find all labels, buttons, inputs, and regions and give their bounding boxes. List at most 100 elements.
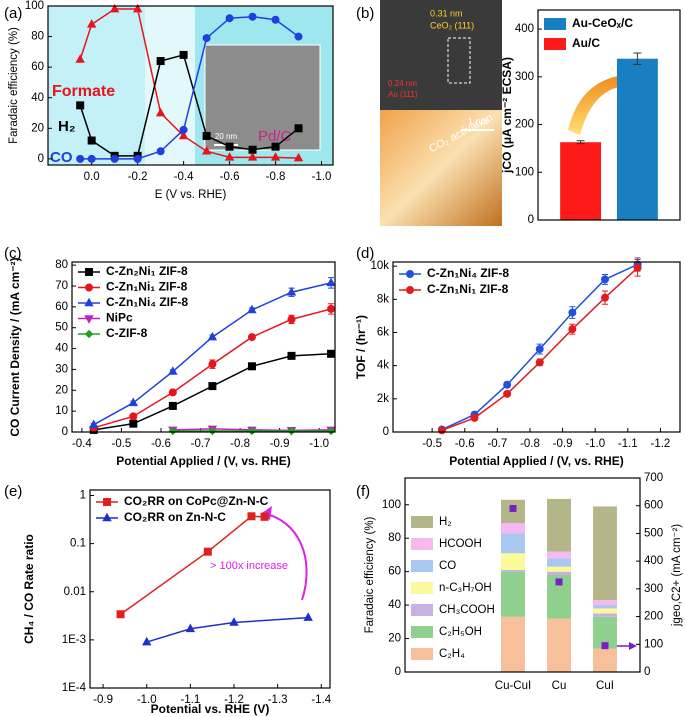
y-tick-label: 8k <box>377 293 389 305</box>
marker <box>600 293 609 302</box>
legend-label: CO₂RR on CoPc@Zn-N-C <box>124 494 269 508</box>
y-tick-label: 50 <box>55 322 68 334</box>
bar-segment <box>593 616 617 649</box>
x-tick-label: -0.8 <box>520 438 540 450</box>
panel-label: (c) <box>4 245 22 262</box>
marker <box>89 419 99 428</box>
x-tick-label: -1.1 <box>180 694 200 706</box>
x-axis-label: Potential vs. RHE (V) <box>151 702 270 716</box>
error-bar <box>633 52 642 65</box>
marker <box>103 498 111 506</box>
marker <box>133 154 142 163</box>
marker <box>406 286 414 294</box>
marker <box>156 147 165 156</box>
bar-segment <box>593 613 617 617</box>
panel-label: (f) <box>356 483 370 500</box>
legend-label: C-ZIF-8 <box>106 326 148 340</box>
x-tick-label: -0.2 <box>128 171 148 183</box>
marker <box>207 331 218 341</box>
tem-label: 0.24 nm <box>388 79 417 88</box>
bar-segment <box>501 569 525 572</box>
marker <box>535 358 544 367</box>
scale-label: 20 nm <box>215 132 238 141</box>
marker <box>128 397 138 407</box>
x-tick-label: 0.0 <box>84 171 100 183</box>
marker <box>470 413 479 422</box>
annotation-arrow <box>261 512 308 601</box>
y2-axis-label: jgeo,C2+ (mA cm⁻²) <box>671 524 683 627</box>
marker <box>185 623 196 633</box>
y-tick-label: 100 <box>515 166 534 178</box>
legend-swatch <box>411 538 433 550</box>
marker <box>208 382 217 391</box>
marker <box>287 315 296 324</box>
marker <box>247 333 256 342</box>
x-tick-label: -1.1 <box>618 438 638 450</box>
marker <box>294 124 303 133</box>
marker <box>271 142 280 151</box>
marker <box>156 57 165 66</box>
x-tick-label: -1.0 <box>309 438 329 450</box>
marker <box>129 419 138 428</box>
y-tick-label: 40 <box>31 92 44 104</box>
y-tick-label: 100 <box>25 0 44 12</box>
legend-label: CO₂RR on Zn-N-C <box>124 510 226 524</box>
marker <box>293 152 304 162</box>
marker <box>87 136 96 145</box>
y-tick-label: 60 <box>388 566 401 578</box>
legend-label: Au/C <box>572 36 600 50</box>
y-tick-label: 0 <box>395 666 401 678</box>
legend-swatch <box>411 560 433 572</box>
tem-image <box>380 0 502 110</box>
marker <box>247 304 257 314</box>
y-tick-label: 10k <box>370 260 389 272</box>
marker <box>633 263 642 272</box>
y2-tick-label: 0 <box>644 666 650 678</box>
marker <box>535 345 544 354</box>
bar-segment <box>593 600 617 606</box>
x-tick-label: -0.8 <box>230 438 250 450</box>
error-bar <box>576 140 585 145</box>
x-tick-label: Cu-CuI <box>495 680 531 692</box>
marker <box>555 578 563 586</box>
x-tick-label: -0.8 <box>266 171 286 183</box>
legend-swatch <box>411 648 433 660</box>
y-axis-label: Faradaic efficiency (%) <box>8 27 20 144</box>
x-axis-label: Potential Applied / (V, vs. RHE) <box>116 454 290 468</box>
series-label: H₂ <box>58 118 76 135</box>
bar-segment <box>547 498 571 552</box>
marker <box>84 297 94 307</box>
x-tick-label: -1.0 <box>312 171 332 183</box>
marker <box>208 426 217 436</box>
y-tick-label: 80 <box>388 532 401 544</box>
marker <box>168 388 177 397</box>
legend-swatch <box>411 626 433 638</box>
marker <box>110 154 119 163</box>
inset-label: Pd/C <box>258 128 292 145</box>
y-tick-label: 1E-3 <box>62 634 86 646</box>
bar-segment <box>501 533 525 554</box>
y-axis-label: TOF / (hr⁻¹) <box>354 315 368 379</box>
bar-segment <box>501 571 525 617</box>
y-tick-label: 200 <box>515 119 534 131</box>
marker <box>203 547 212 556</box>
bar-segment <box>593 506 617 601</box>
legend-label: C-Zn₁Ni₁ ZIF-8 <box>106 280 188 294</box>
marker <box>202 131 211 140</box>
y2-tick-label: 400 <box>644 555 663 567</box>
x-tick-label: -1.0 <box>585 438 605 450</box>
scale-label: 1 nm <box>468 116 488 126</box>
marker <box>86 19 97 28</box>
bar-segment <box>547 558 571 567</box>
legend-label: NiPc <box>106 311 133 325</box>
marker <box>85 268 93 276</box>
y-tick-label: 0.01 <box>64 586 86 598</box>
marker <box>509 504 517 512</box>
legend-label: CH₃COOH <box>439 604 495 616</box>
legend-swatch <box>544 38 566 50</box>
marker <box>84 315 94 324</box>
x-axis-label: Potential Applied / (V, vs. RHE) <box>449 454 623 468</box>
y-tick-label: 80 <box>31 31 44 43</box>
tem-label: CeO₂ (111) <box>430 20 474 30</box>
marker <box>260 512 269 521</box>
